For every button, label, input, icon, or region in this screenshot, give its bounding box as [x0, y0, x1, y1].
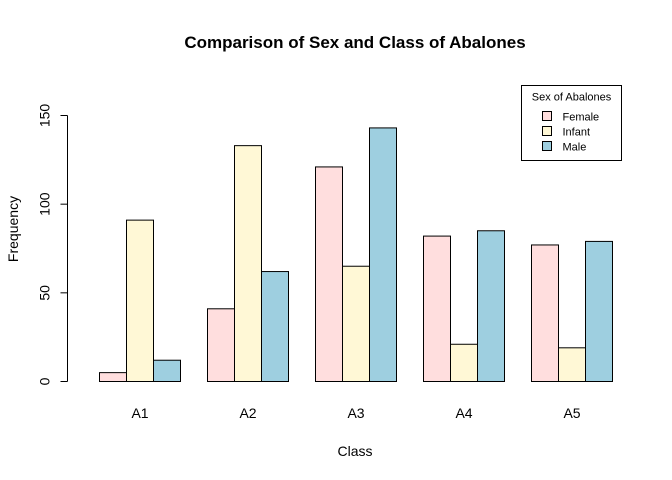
x-tick-label: A3	[347, 405, 364, 421]
bar-a3-infant	[342, 265, 370, 383]
x-axis: A1 A2 A3 A4 A5	[131, 405, 580, 421]
bar-a5-infant	[558, 347, 586, 383]
bar-a1-infant	[126, 219, 154, 382]
bar-a2-male	[261, 271, 289, 383]
bar-a4-female	[423, 235, 451, 382]
bar-a4-infant	[450, 343, 478, 383]
y-tick-label: 100	[37, 192, 53, 216]
chart-title: Comparison of Sex and Class of Abalones	[184, 33, 525, 52]
x-tick-label: A4	[455, 405, 472, 421]
y-tick-label: 0	[37, 377, 53, 385]
legend-label-male: Male	[563, 142, 587, 154]
bar-a2-female	[207, 308, 235, 382]
legend-swatch-male	[542, 141, 552, 151]
bar-a5-male	[585, 240, 613, 382]
x-tick-label: A1	[131, 405, 148, 421]
legend-box	[521, 85, 622, 161]
x-tick-label: A2	[239, 405, 256, 421]
bar-a2-infant	[234, 145, 262, 382]
legend-swatch-infant	[542, 126, 552, 136]
x-axis-label: Class	[337, 443, 372, 459]
bar-a1-male	[153, 359, 181, 383]
legend-swatch-female	[542, 111, 552, 121]
bar-a4-male	[477, 230, 505, 382]
bar-a3-female	[315, 166, 343, 382]
legend-label-infant: Infant	[563, 127, 591, 139]
y-axis: 0 50 100 150	[37, 104, 68, 385]
y-tick-label: 150	[37, 104, 53, 128]
y-axis-label: Frequency	[5, 196, 21, 262]
x-tick-label: A5	[563, 405, 580, 421]
y-tick-label: 50	[37, 285, 53, 301]
bars-group	[99, 127, 613, 383]
legend: Sex of Abalones Female Infant Male	[521, 85, 622, 161]
legend-label-female: Female	[563, 112, 600, 124]
bar-a5-female	[531, 244, 559, 382]
bar-a3-male	[369, 127, 397, 382]
bar-a1-female	[99, 372, 127, 382]
legend-title: Sex of Abalones	[532, 92, 612, 104]
